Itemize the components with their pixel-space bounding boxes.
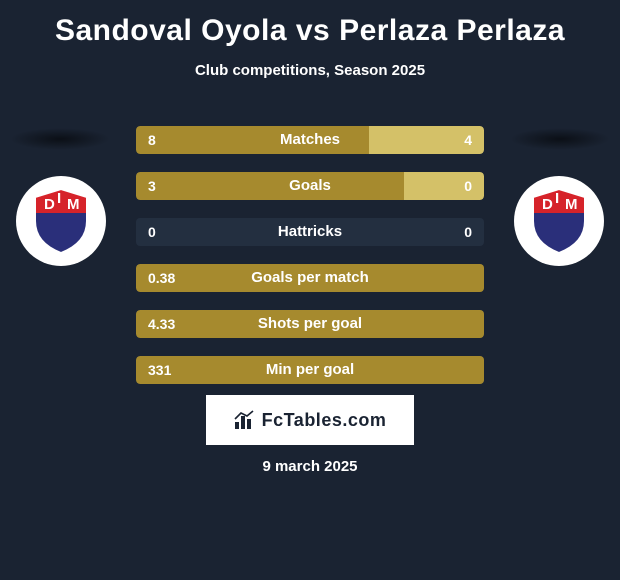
svg-text:D: D — [44, 196, 55, 213]
stat-row: 30Goals — [136, 172, 484, 200]
stat-label: Min per goal — [136, 356, 484, 384]
stat-row: 4.33Shots per goal — [136, 310, 484, 338]
stat-label: Matches — [136, 126, 484, 154]
footer-date: 9 march 2025 — [0, 458, 620, 475]
team-badge-left: D I M — [16, 176, 106, 266]
team-shield-icon: D I M — [31, 187, 91, 255]
svg-text:M: M — [67, 196, 80, 213]
brand-logo: FcTables.com — [206, 395, 414, 445]
stat-row: 0.38Goals per match — [136, 264, 484, 292]
stat-row: 84Matches — [136, 126, 484, 154]
svg-text:M: M — [565, 196, 578, 213]
comparison-title: Sandoval Oyola vs Perlaza Perlaza — [0, 0, 620, 48]
brand-text: FcTables.com — [262, 410, 387, 431]
comparison-subtitle: Club competitions, Season 2025 — [0, 62, 620, 79]
stats-list: 84Matches 30Goals 00Hattricks 0.38Goals per… — [136, 126, 484, 402]
team-shield-icon: D I M — [529, 187, 589, 255]
team-badge-right: D I M — [514, 176, 604, 266]
stat-label: Goals — [136, 172, 484, 200]
svg-text:D: D — [542, 196, 553, 213]
stat-row: 331Min per goal — [136, 356, 484, 384]
player-shadow-right — [510, 128, 610, 150]
stat-label: Goals per match — [136, 264, 484, 292]
player-shadow-left — [10, 128, 110, 150]
svg-text:I: I — [57, 190, 61, 207]
chart-icon — [234, 410, 256, 430]
stat-label: Shots per goal — [136, 310, 484, 338]
stat-label: Hattricks — [136, 218, 484, 246]
svg-text:I: I — [555, 190, 559, 207]
stat-row: 00Hattricks — [136, 218, 484, 246]
